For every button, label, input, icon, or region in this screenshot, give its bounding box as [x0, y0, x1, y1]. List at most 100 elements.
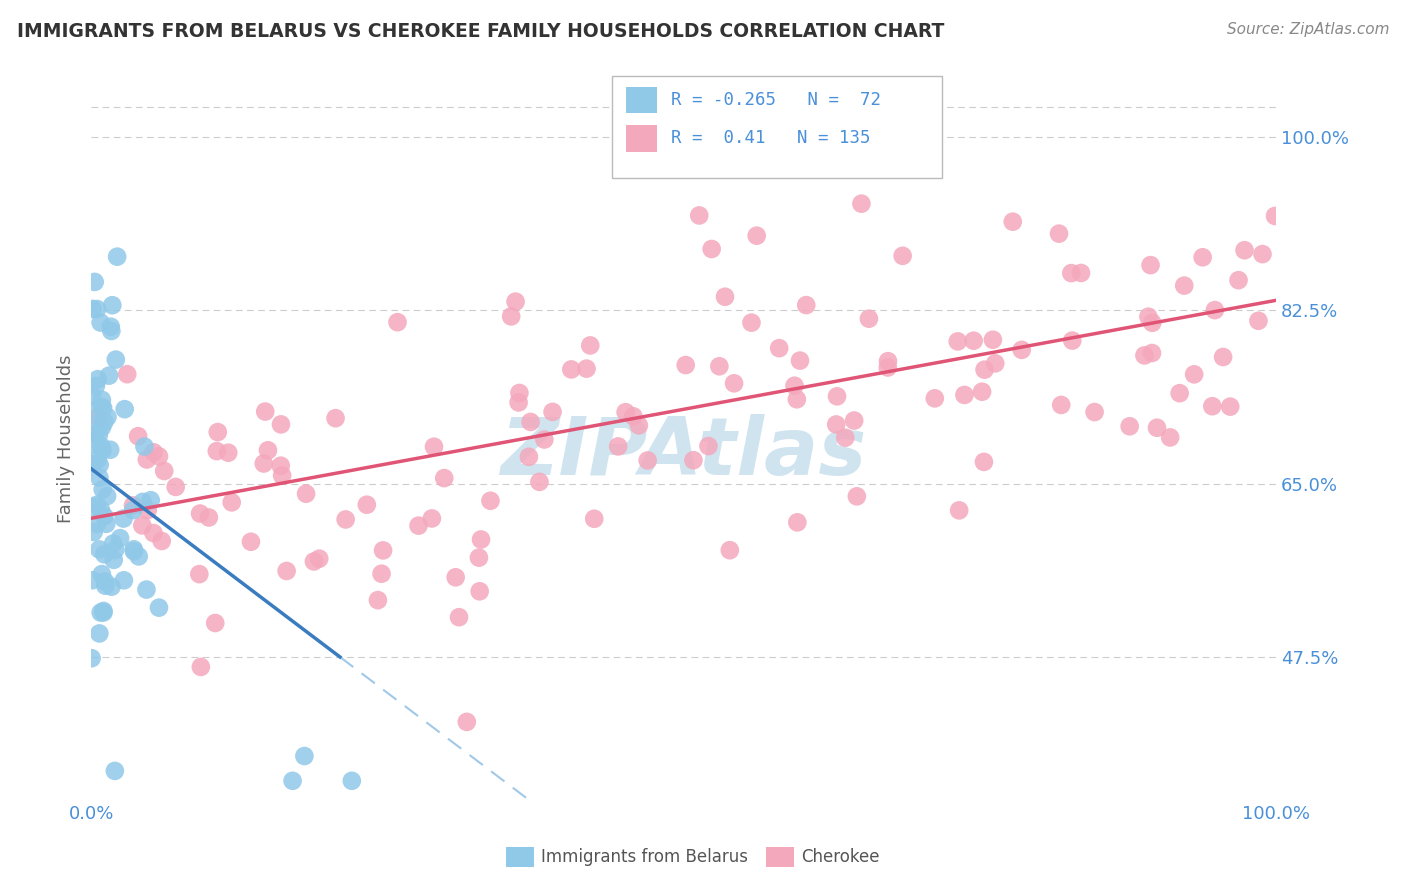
Point: [325, 411, 347, 425]
Point: [470, 533, 492, 547]
Point: [714, 290, 737, 304]
Point: [93, 509, 115, 524]
Point: [637, 453, 659, 467]
Point: [858, 311, 880, 326]
Point: [340, 773, 363, 788]
Point: [1159, 430, 1181, 444]
Point: [108, 531, 131, 545]
Text: R = -0.265   N =  72: R = -0.265 N = 72: [671, 91, 880, 109]
Point: [82, 573, 104, 587]
Text: Immigrants from Belarus: Immigrants from Belarus: [541, 848, 748, 866]
Point: [468, 550, 491, 565]
Point: [1212, 350, 1234, 364]
Point: [90, 316, 112, 330]
Point: [533, 433, 555, 447]
Point: [786, 392, 808, 407]
Point: [93, 547, 115, 561]
Point: [723, 376, 745, 391]
Point: [276, 564, 298, 578]
Point: [87, 410, 110, 425]
Point: [136, 503, 159, 517]
Point: [115, 367, 138, 381]
Point: [1204, 303, 1226, 318]
Point: [82, 389, 104, 403]
Point: [90, 392, 112, 407]
Point: [789, 353, 811, 368]
Point: [718, 543, 741, 558]
Point: [96, 489, 118, 503]
Point: [447, 610, 470, 624]
Point: [84, 379, 107, 393]
Point: [122, 503, 145, 517]
Point: [479, 493, 502, 508]
Point: [335, 512, 357, 526]
Point: [87, 372, 110, 386]
Point: [80, 437, 103, 451]
Point: [973, 455, 995, 469]
Point: [254, 404, 277, 418]
Point: [356, 498, 378, 512]
Point: [100, 580, 122, 594]
Point: [579, 338, 602, 352]
Point: [90, 503, 112, 517]
Point: [100, 319, 122, 334]
Point: [876, 360, 898, 375]
Point: [1191, 250, 1213, 264]
Point: [103, 553, 125, 567]
Point: [541, 405, 564, 419]
Point: [271, 468, 294, 483]
Point: [1142, 316, 1164, 330]
Point: [98, 368, 121, 383]
Point: [1062, 334, 1084, 348]
Point: [122, 544, 145, 558]
Point: [122, 499, 145, 513]
Point: [981, 333, 1004, 347]
Point: [104, 764, 127, 778]
Point: [112, 511, 135, 525]
Point: [150, 534, 173, 549]
Point: [501, 310, 523, 324]
Y-axis label: Family Households: Family Households: [58, 355, 75, 524]
Point: [131, 518, 153, 533]
Point: [217, 446, 239, 460]
Point: [112, 574, 135, 588]
Point: [745, 228, 768, 243]
Point: [80, 651, 103, 665]
Point: [84, 418, 107, 433]
Point: [1182, 368, 1205, 382]
Point: [962, 334, 984, 348]
Point: [970, 384, 993, 399]
Point: [984, 356, 1007, 370]
Text: Source: ZipAtlas.com: Source: ZipAtlas.com: [1226, 22, 1389, 37]
Point: [91, 483, 114, 497]
Point: [83, 500, 105, 514]
Point: [100, 324, 122, 338]
Point: [198, 510, 221, 524]
Point: [87, 452, 110, 467]
Point: [1118, 419, 1140, 434]
Point: [89, 458, 111, 472]
Point: [93, 415, 115, 429]
Point: [101, 536, 124, 550]
Point: [104, 542, 127, 557]
Point: [946, 334, 969, 349]
Point: [270, 458, 292, 473]
Point: [468, 584, 491, 599]
Text: ZIPAtlas: ZIPAtlas: [501, 415, 866, 492]
Point: [190, 660, 212, 674]
Text: Cherokee: Cherokee: [801, 848, 880, 866]
Point: [1070, 266, 1092, 280]
Point: [1139, 258, 1161, 272]
Point: [420, 511, 443, 525]
Point: [308, 551, 330, 566]
Point: [408, 518, 430, 533]
Point: [1251, 247, 1274, 261]
Point: [508, 386, 530, 401]
Point: [94, 579, 117, 593]
Point: [134, 440, 156, 454]
Point: [139, 493, 162, 508]
Point: [433, 471, 456, 485]
Point: [891, 249, 914, 263]
Point: [82, 301, 104, 316]
Point: [122, 542, 145, 557]
